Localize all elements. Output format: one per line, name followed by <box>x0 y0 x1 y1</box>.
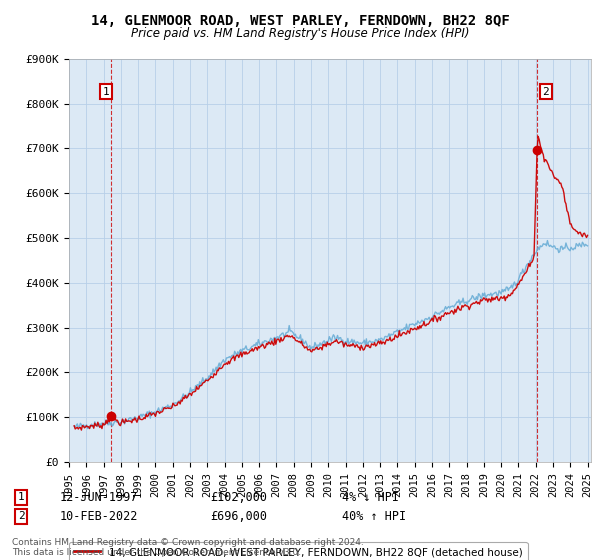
Text: Price paid vs. HM Land Registry's House Price Index (HPI): Price paid vs. HM Land Registry's House … <box>131 27 469 40</box>
Text: 40% ↑ HPI: 40% ↑ HPI <box>342 510 406 523</box>
Text: Contains HM Land Registry data © Crown copyright and database right 2024.
This d: Contains HM Land Registry data © Crown c… <box>12 538 364 557</box>
Text: 10-FEB-2022: 10-FEB-2022 <box>60 510 139 523</box>
Text: £102,000: £102,000 <box>210 491 267 504</box>
Text: 4% ↓ HPI: 4% ↓ HPI <box>342 491 399 504</box>
Text: 2: 2 <box>542 87 550 97</box>
Text: 2: 2 <box>17 511 25 521</box>
Text: 1: 1 <box>17 492 25 502</box>
Text: 1: 1 <box>103 87 109 97</box>
Text: 12-JUN-1997: 12-JUN-1997 <box>60 491 139 504</box>
Text: £696,000: £696,000 <box>210 510 267 523</box>
Legend: 14, GLENMOOR ROAD, WEST PARLEY, FERNDOWN, BH22 8QF (detached house), HPI: Averag: 14, GLENMOOR ROAD, WEST PARLEY, FERNDOWN… <box>69 542 527 560</box>
Text: 14, GLENMOOR ROAD, WEST PARLEY, FERNDOWN, BH22 8QF: 14, GLENMOOR ROAD, WEST PARLEY, FERNDOWN… <box>91 14 509 28</box>
